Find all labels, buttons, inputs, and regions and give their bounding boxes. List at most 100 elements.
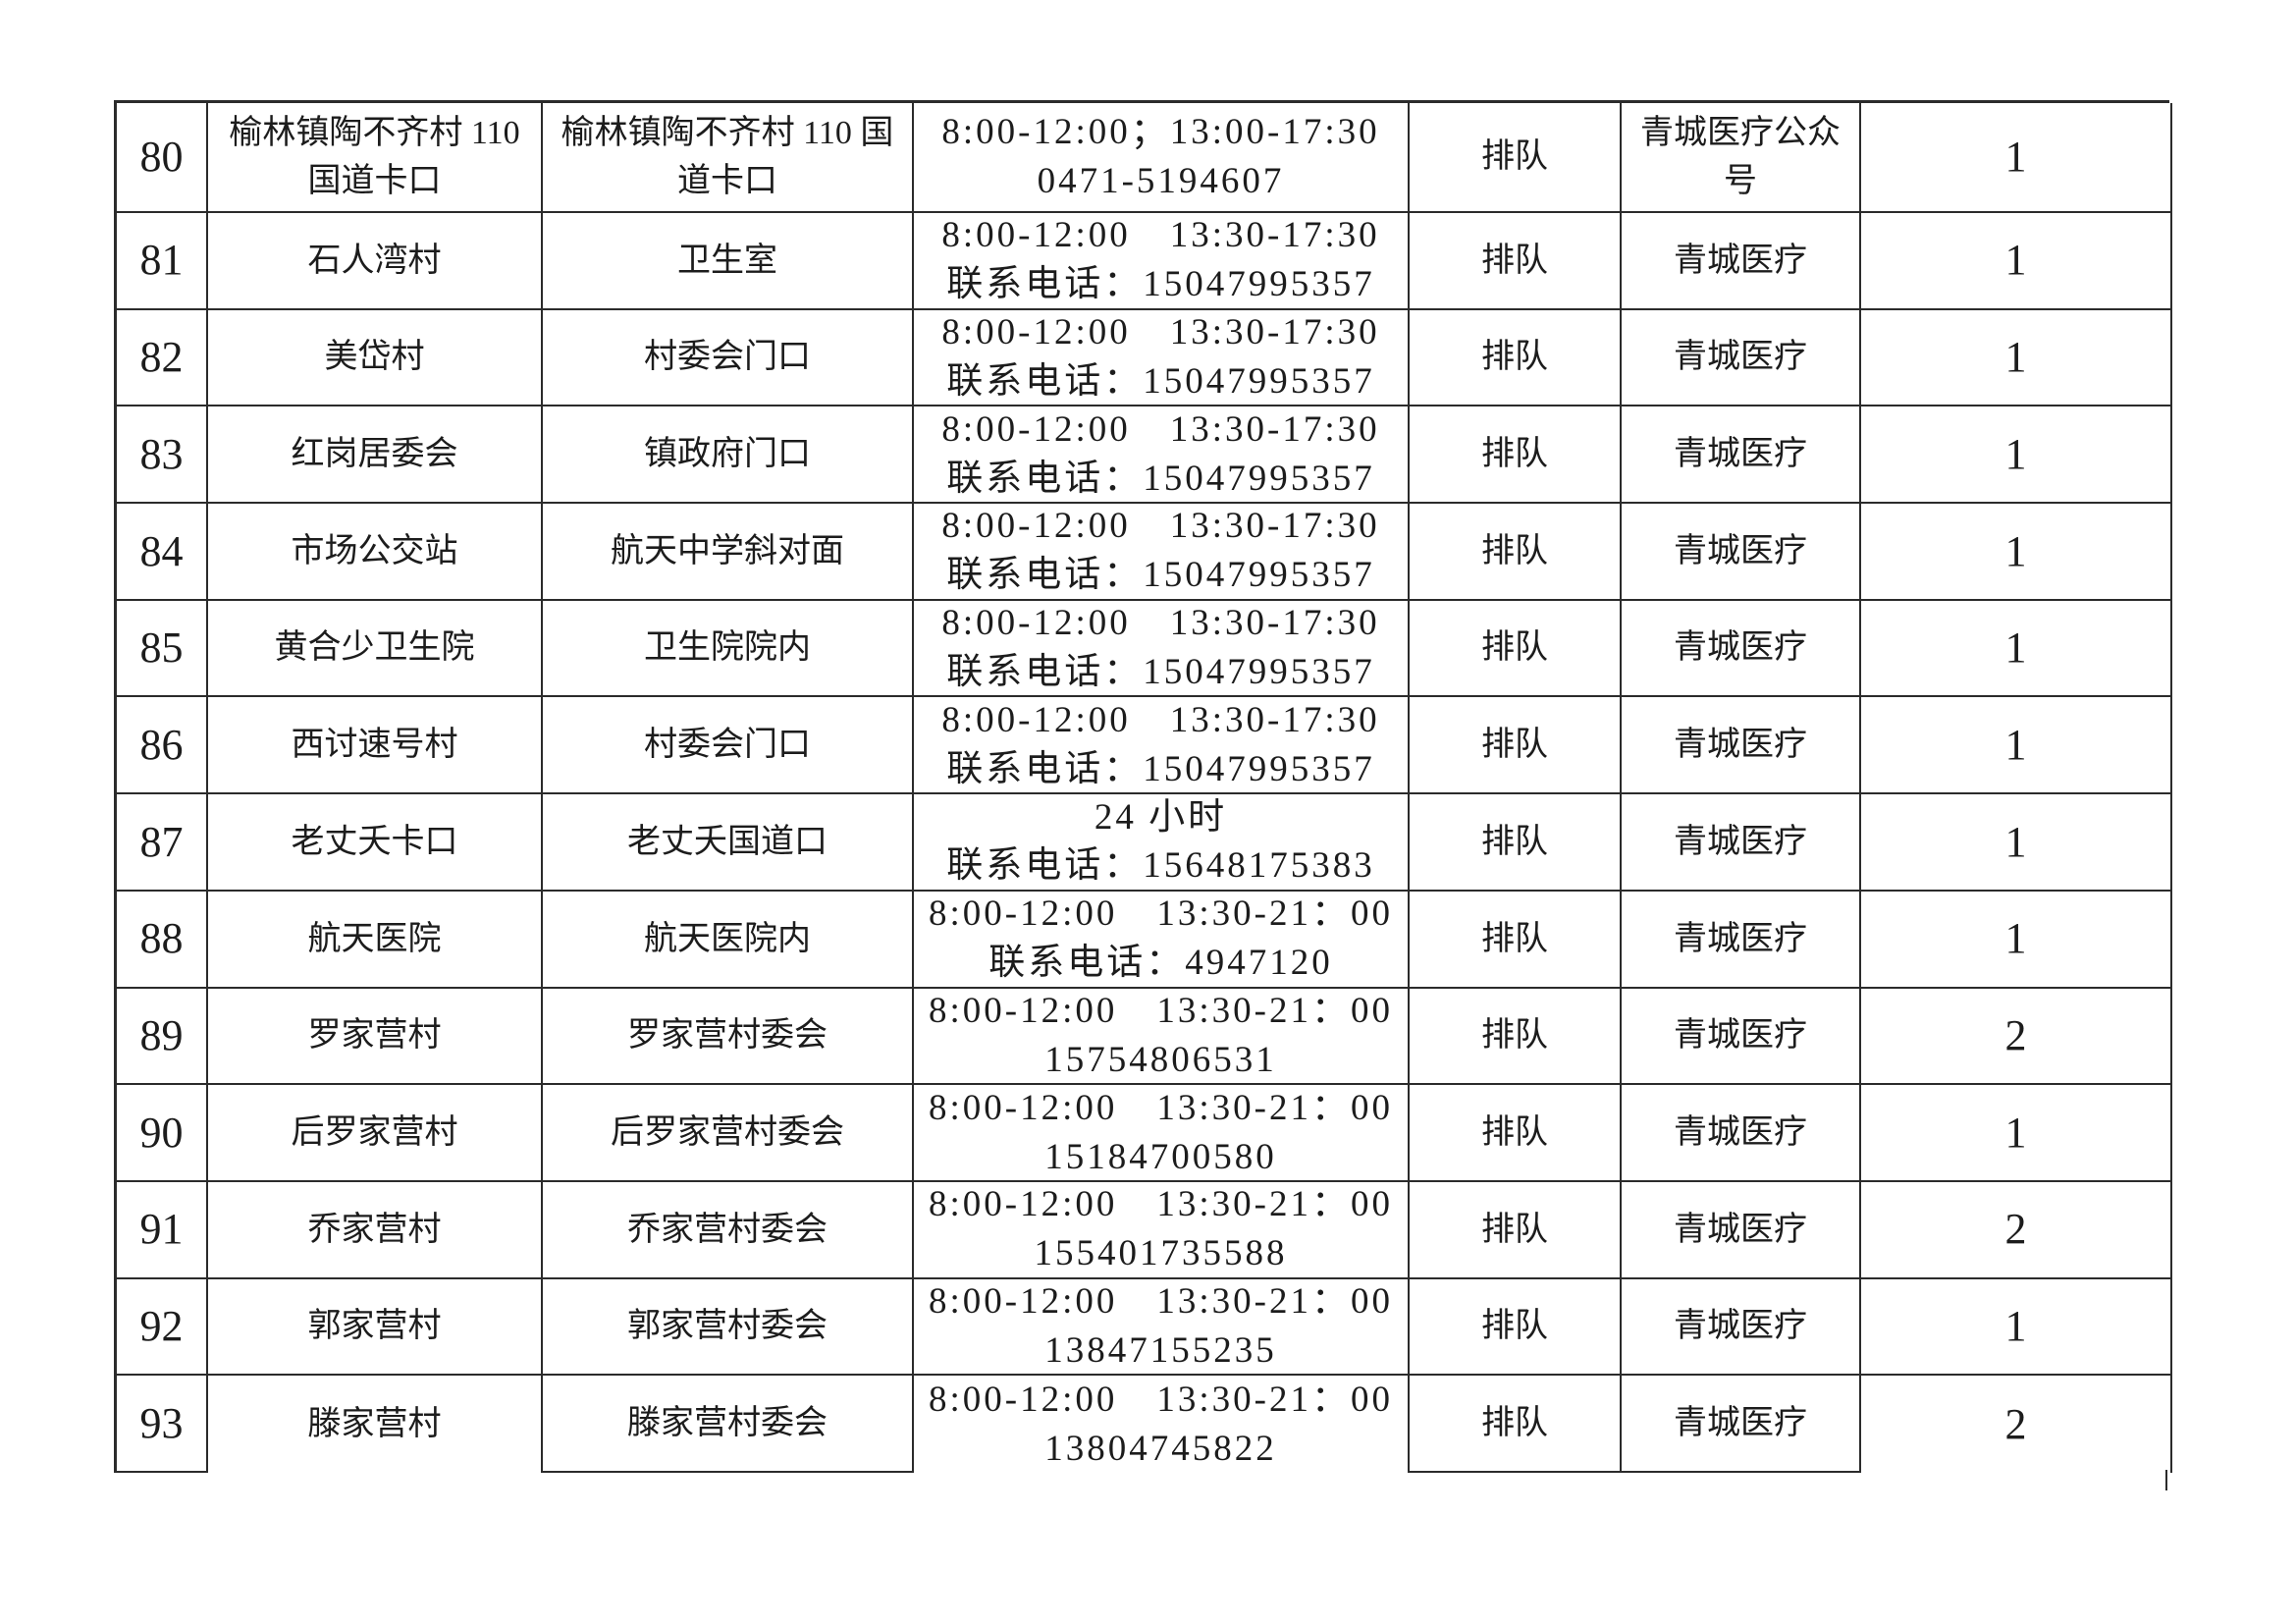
row-number: 93 bbox=[117, 1376, 208, 1473]
schedule-and-phone: 8:00-12:00 13:30-21：00 联系电话：4947120 bbox=[914, 891, 1410, 989]
site-location: 镇政府门口 bbox=[543, 406, 914, 505]
queue-method: 排队 bbox=[1410, 309, 1622, 407]
station-count: 2 bbox=[1861, 988, 2172, 1086]
booking-platform: 青城医疗 bbox=[1622, 1278, 1861, 1377]
row-number: 91 bbox=[117, 1181, 208, 1279]
schedule-and-phone: 8:00-12:00 13:30-17:30 联系电话：15047995357 bbox=[914, 600, 1410, 698]
site-location: 后罗家营村委会 bbox=[543, 1085, 914, 1182]
schedule-and-phone: 8:00-12:00 13:30-17:30 联系电话：15047995357 bbox=[914, 697, 1410, 795]
station-count: 1 bbox=[1861, 103, 2172, 213]
site-name: 美岱村 bbox=[208, 309, 543, 407]
site-name: 石人湾村 bbox=[208, 213, 543, 310]
site-name: 航天医院 bbox=[208, 891, 543, 989]
schedule-and-phone: 8:00-12:00 13:30-17:30 联系电话：15047995357 bbox=[914, 213, 1410, 310]
site-name: 郭家营村 bbox=[208, 1278, 543, 1377]
row-number: 86 bbox=[117, 697, 208, 795]
site-location: 航天中学斜对面 bbox=[543, 504, 914, 601]
site-location: 罗家营村委会 bbox=[543, 988, 914, 1086]
row-number: 84 bbox=[117, 504, 208, 601]
site-location: 乔家营村委会 bbox=[543, 1181, 914, 1279]
queue-method: 排队 bbox=[1410, 1181, 1622, 1279]
row-number: 88 bbox=[117, 891, 208, 989]
queue-method: 排队 bbox=[1410, 697, 1622, 795]
schedule-and-phone: 24 小时 联系电话：15648175383 bbox=[914, 794, 1410, 892]
booking-platform: 青城医疗 bbox=[1622, 697, 1861, 795]
site-location: 村委会门口 bbox=[543, 697, 914, 795]
station-count: 2 bbox=[1861, 1376, 2172, 1473]
row-number: 92 bbox=[117, 1278, 208, 1377]
booking-platform: 青城医疗 bbox=[1622, 1085, 1861, 1182]
row-number: 87 bbox=[117, 794, 208, 892]
row-number: 85 bbox=[117, 600, 208, 698]
schedule-and-phone: 8:00-12:00 13:30-17:30 联系电话：15047995357 bbox=[914, 504, 1410, 601]
station-count: 1 bbox=[1861, 309, 2172, 407]
queue-method: 排队 bbox=[1410, 1278, 1622, 1377]
site-name: 老丈夭卡口 bbox=[208, 794, 543, 892]
site-name: 滕家营村 bbox=[208, 1376, 543, 1473]
queue-method: 排队 bbox=[1410, 103, 1622, 213]
schedule-and-phone: 8:00-12:00 13:30-17:30 联系电话：15047995357 bbox=[914, 406, 1410, 505]
station-count: 1 bbox=[1861, 1278, 2172, 1377]
site-location: 老丈夭国道口 bbox=[543, 794, 914, 892]
site-name: 乔家营村 bbox=[208, 1181, 543, 1279]
table-right-edge-stub bbox=[2165, 1470, 2167, 1490]
station-count: 2 bbox=[1861, 1181, 2172, 1279]
booking-platform: 青城医疗 bbox=[1622, 1181, 1861, 1279]
row-number: 80 bbox=[117, 103, 208, 213]
booking-platform: 青城医疗 bbox=[1622, 988, 1861, 1086]
row-number: 81 bbox=[117, 213, 208, 310]
queue-method: 排队 bbox=[1410, 504, 1622, 601]
booking-platform: 青城医疗公众 号 bbox=[1622, 103, 1861, 213]
station-count: 1 bbox=[1861, 504, 2172, 601]
site-name: 榆林镇陶不齐村 110 国道卡口 bbox=[208, 103, 543, 213]
station-count: 1 bbox=[1861, 891, 2172, 989]
schedule-and-phone: 8:00-12:00；13:00-17:30 0471-5194607 bbox=[914, 103, 1410, 213]
station-count: 1 bbox=[1861, 600, 2172, 698]
site-name: 罗家营村 bbox=[208, 988, 543, 1086]
booking-platform: 青城医疗 bbox=[1622, 309, 1861, 407]
row-number: 89 bbox=[117, 988, 208, 1086]
testing-sites-table: 80 榆林镇陶不齐村 110 国道卡口 榆林镇陶不齐村 110 国 道卡口 8:… bbox=[114, 100, 2172, 1473]
booking-platform: 青城医疗 bbox=[1622, 1376, 1861, 1473]
site-name: 黄合少卫生院 bbox=[208, 600, 543, 698]
site-location: 榆林镇陶不齐村 110 国 道卡口 bbox=[543, 103, 914, 213]
queue-method: 排队 bbox=[1410, 213, 1622, 310]
station-count: 1 bbox=[1861, 213, 2172, 310]
station-count: 1 bbox=[1861, 794, 2172, 892]
booking-platform: 青城医疗 bbox=[1622, 406, 1861, 505]
booking-platform: 青城医疗 bbox=[1622, 891, 1861, 989]
station-count: 1 bbox=[1861, 1085, 2172, 1182]
site-location: 村委会门口 bbox=[543, 309, 914, 407]
site-name: 红岗居委会 bbox=[208, 406, 543, 505]
site-location: 卫生室 bbox=[543, 213, 914, 310]
schedule-and-phone: 8:00-12:00 13:30-17:30 联系电话：15047995357 bbox=[914, 309, 1410, 407]
site-location: 郭家营村委会 bbox=[543, 1278, 914, 1377]
schedule-and-phone: 8:00-12:00 13:30-21：00 13804745822 bbox=[914, 1376, 1410, 1473]
row-number: 82 bbox=[117, 309, 208, 407]
site-location: 航天医院内 bbox=[543, 891, 914, 989]
station-count: 1 bbox=[1861, 406, 2172, 505]
queue-method: 排队 bbox=[1410, 406, 1622, 505]
booking-platform: 青城医疗 bbox=[1622, 504, 1861, 601]
queue-method: 排队 bbox=[1410, 988, 1622, 1086]
site-name: 市场公交站 bbox=[208, 504, 543, 601]
schedule-and-phone: 8:00-12:00 13:30-21：00 13847155235 bbox=[914, 1278, 1410, 1377]
booking-platform: 青城医疗 bbox=[1622, 213, 1861, 310]
queue-method: 排队 bbox=[1410, 600, 1622, 698]
queue-method: 排队 bbox=[1410, 794, 1622, 892]
site-location: 滕家营村委会 bbox=[543, 1376, 914, 1473]
site-name: 西讨速号村 bbox=[208, 697, 543, 795]
station-count: 1 bbox=[1861, 697, 2172, 795]
schedule-and-phone: 8:00-12:00 13:30-21：00 15184700580 bbox=[914, 1085, 1410, 1182]
site-location: 卫生院院内 bbox=[543, 600, 914, 698]
queue-method: 排队 bbox=[1410, 1085, 1622, 1182]
schedule-and-phone: 8:00-12:00 13:30-21：00 155401735588 bbox=[914, 1181, 1410, 1279]
row-number: 90 bbox=[117, 1085, 208, 1182]
schedule-and-phone: 8:00-12:00 13:30-21：00 15754806531 bbox=[914, 988, 1410, 1086]
queue-method: 排队 bbox=[1410, 1376, 1622, 1473]
site-name: 后罗家营村 bbox=[208, 1085, 543, 1182]
queue-method: 排队 bbox=[1410, 891, 1622, 989]
booking-platform: 青城医疗 bbox=[1622, 794, 1861, 892]
row-number: 83 bbox=[117, 406, 208, 505]
